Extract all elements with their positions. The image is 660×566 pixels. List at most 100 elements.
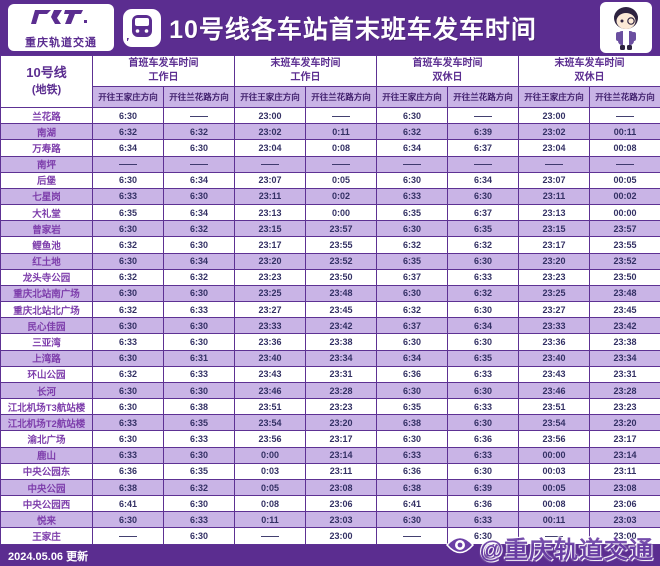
time-cell: 6:32 — [163, 123, 235, 141]
time-cell: 23:27 — [518, 301, 590, 319]
banner-title-group: 10号线各车站首末班车发车时间 — [123, 8, 537, 47]
time-cell: —— — [234, 527, 306, 545]
table-row: 红土地 6:30 6:34 23:20 23:52 6:35 6:30 23:20 23:52 — [0, 252, 660, 270]
station-name: 曾家岩 — [0, 220, 93, 238]
time-cell: 0:00 — [305, 204, 377, 222]
time-cell: 6:30 — [163, 333, 235, 351]
time-cell: —— — [234, 155, 306, 173]
table-row: 鹿山 6:33 6:30 0:00 23:14 6:33 6:33 00:00 23:14 — [0, 446, 660, 464]
time-cell: 23:25 — [234, 284, 306, 303]
time-cell: 23:46 — [234, 381, 306, 400]
time-cell: 6:30 — [447, 381, 519, 400]
crt-logo-icon — [31, 6, 91, 33]
table-row: 三亚湾 6:33 6:30 23:36 23:38 6:30 6:30 23:36 23:38 — [0, 333, 660, 351]
time-cell: 6:32 — [376, 301, 448, 319]
time-cell: 6:34 — [376, 349, 448, 367]
time-cell: 6:30 — [92, 106, 164, 125]
time-cell: 6:34 — [163, 252, 235, 270]
time-cell: —— — [376, 527, 448, 545]
dir-lanhualu: 开往兰花路方向 — [589, 86, 660, 108]
time-cell: 23:17 — [518, 236, 590, 254]
time-cell: 23:48 — [305, 284, 377, 303]
time-cell: 6:35 — [447, 349, 519, 367]
time-cell: 6:30 — [163, 495, 235, 513]
dir-wangjiazhuang: 开往王家庄方向 — [376, 86, 448, 108]
station-name: 民心佳园 — [0, 317, 93, 335]
time-cell: 6:30 — [92, 171, 164, 189]
station-name: 重庆北站北广场 — [0, 301, 93, 319]
time-cell: 6:33 — [447, 365, 519, 383]
time-cell: 6:30 — [376, 511, 448, 529]
station-name: 中央公园 — [0, 478, 93, 497]
time-cell: 23:50 — [305, 268, 377, 286]
time-cell: 6:31 — [163, 349, 235, 367]
station-name: 鹿山 — [0, 446, 93, 464]
time-cell: 0:05 — [234, 478, 306, 497]
crt-logo: 重庆轨道交通 — [8, 4, 114, 51]
time-cell: 6:32 — [163, 268, 235, 286]
time-cell: 6:32 — [92, 365, 164, 383]
table-row: 渝北广场 6:30 6:33 23:56 23:17 6:30 6:36 23:56 23:17 — [0, 430, 660, 448]
time-cell: 6:33 — [92, 446, 164, 464]
time-cell: 6:33 — [163, 511, 235, 529]
time-cell: 6:33 — [92, 414, 164, 432]
time-cell: 23:36 — [518, 333, 590, 351]
time-cell: 6:35 — [163, 462, 235, 480]
station-name: 江北机场T3航站楼 — [0, 398, 93, 416]
time-cell: 23:28 — [305, 381, 377, 400]
page-title: 10号线各车站首末班车发车时间 — [169, 15, 537, 44]
station-name: 长河 — [0, 381, 93, 400]
table-row: 七星岗 6:33 6:30 23:11 0:02 6:33 6:30 23:11 00:02 — [0, 187, 660, 206]
time-cell: 6:35 — [376, 204, 448, 222]
time-cell: 00:05 — [589, 171, 660, 189]
time-cell: 6:30 — [163, 381, 235, 400]
table-row: 江北机场T3航站楼 6:30 6:38 23:51 23:23 6:35 6:33 23:51… — [0, 398, 660, 416]
time-cell: 23:52 — [589, 252, 660, 270]
mascot-icon — [600, 2, 652, 53]
time-cell: —— — [518, 155, 590, 173]
time-cell: 23:02 — [518, 123, 590, 141]
time-cell: 23:00 — [234, 106, 306, 125]
time-cell: 6:33 — [376, 187, 448, 206]
time-cell: 6:30 — [92, 430, 164, 448]
direction-header-row: 开往王家庄方向 开往兰花路方向 开往王家庄方向 开往兰花路方向 开往王家庄方向 … — [1, 86, 660, 108]
line-header: 10号线 (地铁) — [0, 55, 93, 108]
time-cell: 23:43 — [234, 365, 306, 383]
time-cell: 23:31 — [589, 365, 660, 383]
time-cell: 23:28 — [589, 381, 660, 400]
time-cell: 23:08 — [589, 478, 660, 497]
time-cell: 6:34 — [447, 317, 519, 335]
table-row: 兰花路 6:30 —— 23:00 —— 6:30 —— 23:00 —— — [0, 106, 660, 125]
time-cell: 23:06 — [305, 495, 377, 513]
time-cell: 23:23 — [518, 268, 590, 286]
station-name: 大礼堂 — [0, 204, 93, 222]
table-row: 万寿路 6:34 6:30 23:04 0:08 6:34 6:37 23:04 00:08 — [0, 139, 660, 157]
time-cell: 6:38 — [376, 414, 448, 432]
update-date: 2024.05.06 更新 — [8, 550, 89, 563]
time-cell: 23:07 — [234, 171, 306, 189]
station-name: 兰花路 — [0, 106, 93, 125]
time-cell: 23:54 — [518, 414, 590, 432]
time-cell: 6:30 — [163, 317, 235, 335]
time-cell: 6:35 — [92, 204, 164, 222]
time-cell: —— — [589, 106, 660, 125]
time-cell: 6:30 — [163, 236, 235, 254]
time-cell: 23:00 — [305, 527, 377, 545]
time-cell: 00:05 — [518, 478, 590, 497]
station-name: 环山公园 — [0, 365, 93, 383]
station-name: 南湖 — [0, 123, 93, 141]
time-cell: 0:11 — [234, 511, 306, 529]
time-cell: 23:45 — [589, 301, 660, 319]
time-cell: 6:32 — [376, 236, 448, 254]
table-row: 环山公园 6:32 6:33 23:43 23:31 6:36 6:33 23:43 23:31 — [0, 365, 660, 383]
table-row: 鲤鱼池 6:32 6:30 23:17 23:55 6:32 6:32 23:17 23:55 — [0, 236, 660, 254]
time-cell: 6:30 — [447, 252, 519, 270]
time-cell: 23:43 — [518, 365, 590, 383]
time-cell: 23:57 — [589, 220, 660, 238]
time-cell: 6:39 — [447, 123, 519, 141]
table-row: 南湖 6:32 6:32 23:02 0:11 6:32 6:39 23:02 00:11 — [0, 123, 660, 141]
group-first-weekday: 首班车发车时间 工作日 — [92, 55, 235, 87]
time-cell: 23:20 — [305, 414, 377, 432]
top-banner: 重庆轨道交通 10号线各车站首末班车发车时间 — [0, 0, 660, 55]
time-cell: 23:06 — [589, 495, 660, 513]
